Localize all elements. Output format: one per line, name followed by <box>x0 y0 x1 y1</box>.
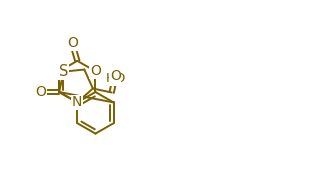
Text: HO: HO <box>105 72 126 85</box>
Text: N: N <box>72 95 82 109</box>
Text: S: S <box>59 64 68 79</box>
Text: O: O <box>67 36 78 50</box>
Text: O: O <box>90 64 101 78</box>
Text: O: O <box>35 85 46 99</box>
Text: N: N <box>72 95 82 109</box>
Text: O: O <box>110 69 121 83</box>
